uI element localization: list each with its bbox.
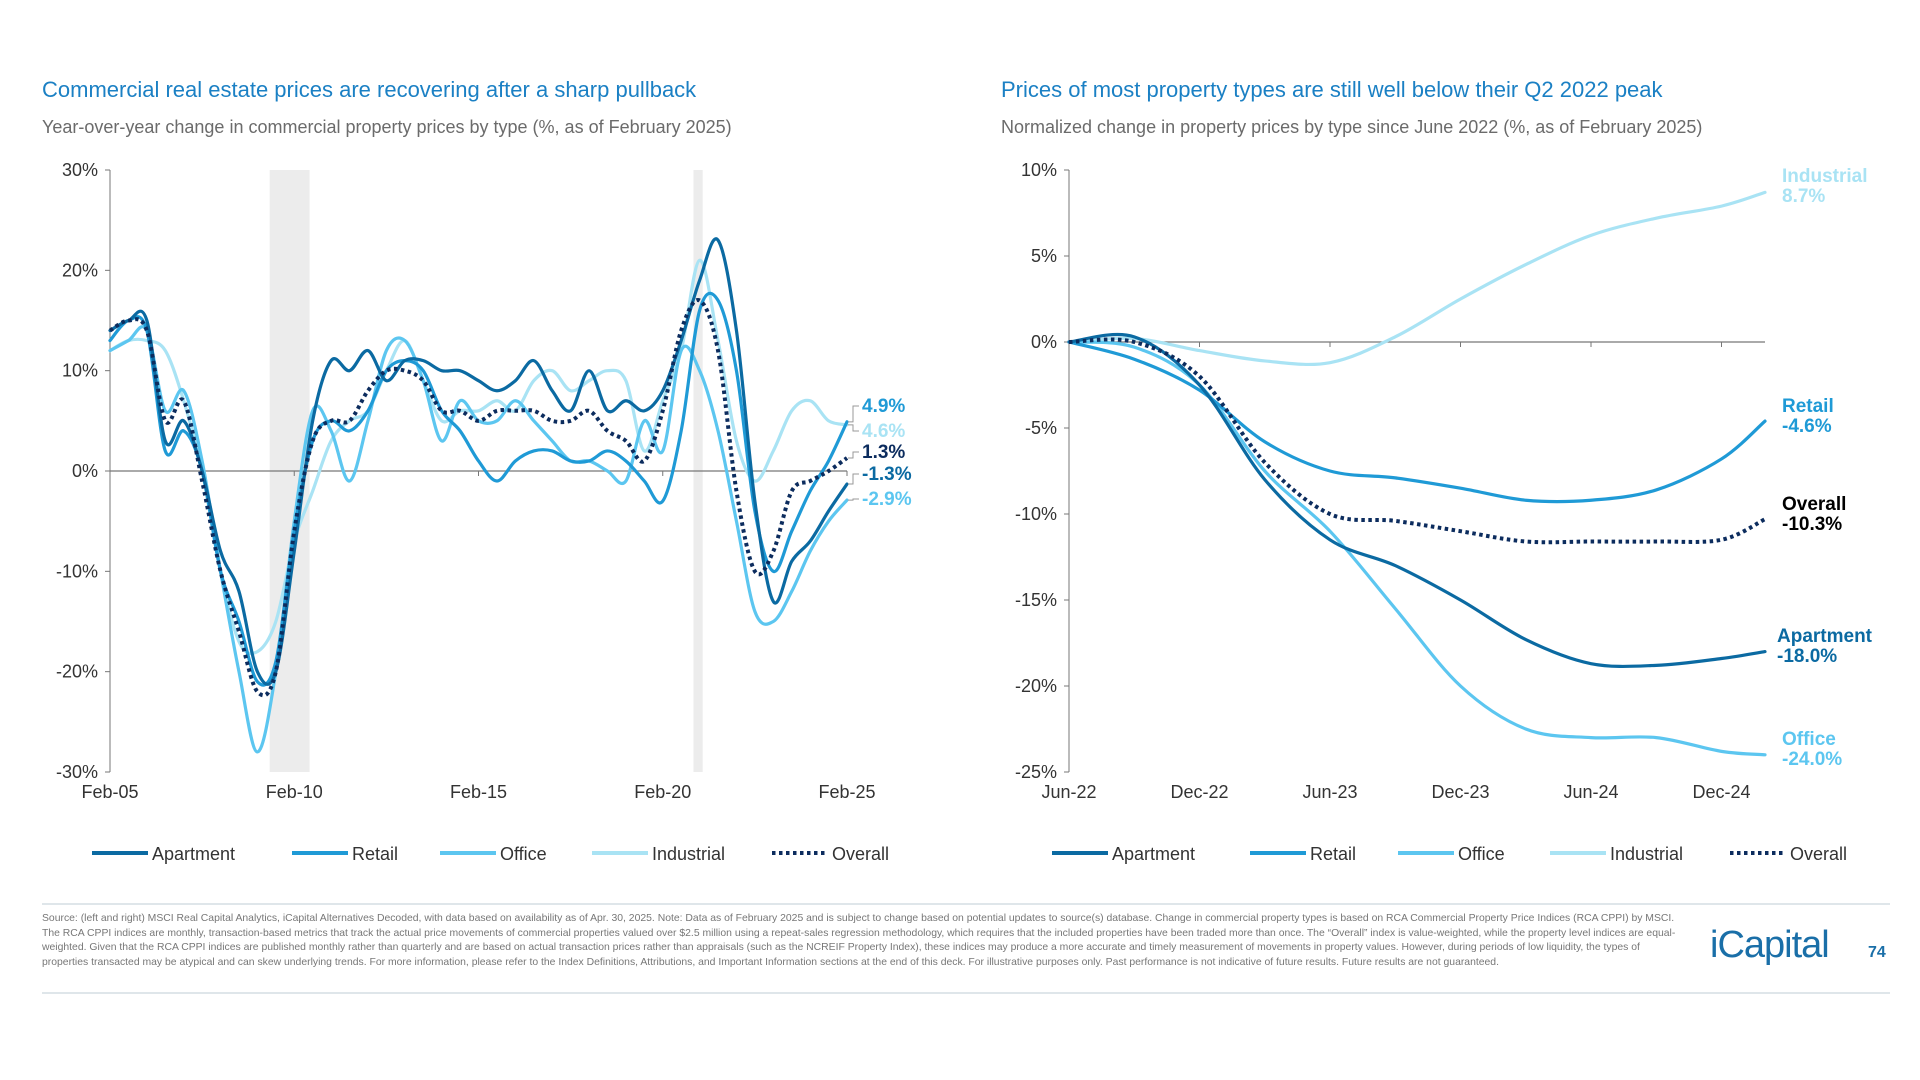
right-x-tick-label: Jun-23 — [1302, 782, 1357, 802]
footer-divider-bottom — [42, 992, 1890, 994]
right-chart-title: Prices of most property types are still … — [1001, 77, 1663, 102]
left-x-tick-label: Feb-15 — [450, 782, 507, 802]
right-series-overall-line — [1068, 337, 1766, 545]
right-end-label-value-industrial: 8.7% — [1782, 186, 1825, 207]
right-end-label-name-retail: Retail — [1782, 396, 1834, 417]
left-x-tick-label: Feb-20 — [634, 782, 691, 802]
right-end-label-name-apartment: Apartment — [1777, 626, 1873, 647]
right-end-label-name-industrial: Industrial — [1782, 166, 1868, 187]
left-end-label-retail: 4.9% — [862, 396, 905, 417]
left-end-label-industrial: 4.6% — [862, 421, 905, 442]
right-y-tick-label: -15% — [1015, 590, 1057, 610]
right-x-tick-label: Jun-22 — [1041, 782, 1096, 802]
left-end-label-connector — [848, 424, 859, 432]
right-end-label-value-overall: -10.3% — [1782, 514, 1842, 535]
left-legend-label-industrial: Industrial — [652, 844, 725, 864]
right-series-office-line — [1067, 340, 1767, 757]
right-legend-label-retail: Retail — [1310, 844, 1356, 864]
right-y-tick-label: -25% — [1015, 762, 1057, 782]
right-series-apartment-line — [1067, 332, 1767, 669]
right-end-label-name-overall: Overall — [1782, 494, 1846, 515]
left-series-industrial-line — [108, 258, 849, 656]
left-y-tick-label: -20% — [56, 662, 98, 682]
left-end-label-office: -2.9% — [862, 489, 912, 510]
left-legend-label-overall: Overall — [832, 844, 889, 864]
left-legend-label-retail: Retail — [352, 844, 398, 864]
right-x-tick-label: Dec-23 — [1431, 782, 1489, 802]
right-legend-label-overall: Overall — [1790, 844, 1847, 864]
right-x-tick-label: Dec-24 — [1692, 782, 1750, 802]
left-series-apartment-line — [108, 237, 849, 686]
left-chart-title: Commercial real estate prices are recove… — [42, 77, 697, 102]
right-series-industrial-line — [1067, 190, 1767, 367]
right-y-tick-label: -20% — [1015, 676, 1057, 696]
charts-canvas: 30% 20% 10% 0% -10% -20% -30%Feb-05 Feb-10 Feb-1… — [56, 160, 1873, 864]
left-end-label-connector — [848, 473, 859, 485]
right-y-tick-label: -10% — [1015, 504, 1057, 524]
left-y-tick-label: -10% — [56, 561, 98, 581]
left-x-tick-label: Feb-10 — [266, 782, 323, 802]
right-series-retail-line — [1067, 340, 1767, 504]
right-x-tick-label: Dec-22 — [1170, 782, 1228, 802]
left-x-tick-label: Feb-05 — [81, 782, 138, 802]
right-end-label-name-office: Office — [1782, 729, 1836, 750]
left-end-label-connector — [848, 405, 859, 423]
right-legend-label-industrial: Industrial — [1610, 844, 1683, 864]
right-legend-label-office: Office — [1458, 844, 1505, 864]
left-end-label-overall: 1.3% — [862, 442, 905, 463]
right-end-label-value-retail: -4.6% — [1782, 416, 1832, 437]
left-y-tick-label: -30% — [56, 762, 98, 782]
page-number: 74 — [1868, 944, 1886, 961]
left-series-overall-line — [108, 298, 849, 698]
left-x-tick-label: Feb-25 — [818, 782, 875, 802]
icapital-logo: iCapital — [1710, 924, 1830, 966]
right-x-tick-label: Jun-24 — [1563, 782, 1618, 802]
left-y-tick-label: 20% — [62, 260, 98, 280]
left-legend-label-apartment: Apartment — [152, 844, 235, 864]
left-end-label-connector — [848, 498, 859, 501]
right-y-tick-label: 5% — [1031, 246, 1057, 266]
left-chart-subtitle: Year-over-year change in commercial prop… — [42, 117, 732, 137]
left-y-tick-label: 10% — [62, 361, 98, 381]
left-end-label-apartment: -1.3% — [862, 464, 912, 485]
right-chart-subtitle: Normalized change in property prices by … — [1001, 117, 1703, 137]
footer-divider-top — [42, 903, 1890, 905]
right-y-tick-label: -5% — [1025, 418, 1057, 438]
right-end-label-value-apartment: -18.0% — [1777, 646, 1837, 667]
left-legend-label-office: Office — [500, 844, 547, 864]
right-y-tick-label: 0% — [1031, 332, 1057, 352]
left-series-retail-line — [108, 291, 849, 687]
footer-source: Source: (left and right) MSCI Real Capit… — [42, 913, 1676, 968]
right-end-label-value-office: -24.0% — [1782, 749, 1842, 770]
right-legend-label-apartment: Apartment — [1112, 844, 1195, 864]
left-end-label-connector — [848, 451, 859, 459]
left-y-tick-label: 0% — [72, 461, 98, 481]
right-y-tick-label: 10% — [1021, 160, 1057, 180]
left-series-office-line — [108, 325, 849, 754]
left-y-tick-label: 30% — [62, 160, 98, 180]
